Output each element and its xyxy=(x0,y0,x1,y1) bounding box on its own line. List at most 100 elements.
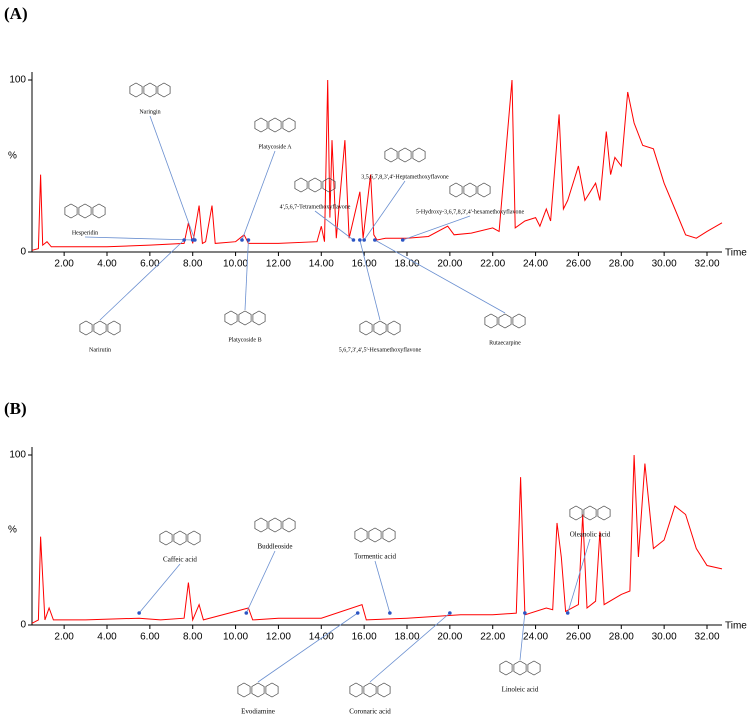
x-tick-label: 6.00 xyxy=(140,259,160,270)
structure-ring xyxy=(484,313,498,329)
structure-ring xyxy=(173,530,187,546)
x-tick-label: 18.00 xyxy=(394,259,419,270)
structure-ring xyxy=(251,682,265,698)
arrow-head xyxy=(448,611,452,615)
x-tick-label: 22.00 xyxy=(480,259,505,270)
structure-ring xyxy=(498,313,512,329)
y-axis-label: % xyxy=(8,525,17,536)
x-tick-label: 28.00 xyxy=(609,632,634,643)
x-tick-label: 16.00 xyxy=(352,632,377,643)
arrow-head xyxy=(523,611,527,615)
arrow-head xyxy=(358,238,362,242)
structure-ring xyxy=(322,177,336,193)
x-tick-label: 26.00 xyxy=(566,259,591,270)
structure-ring xyxy=(107,320,121,336)
arrow-head xyxy=(373,238,377,242)
x-tick-label: 6.00 xyxy=(140,632,160,643)
annotation-arrow xyxy=(314,210,354,241)
compound-name: Caffeic acid xyxy=(163,556,197,564)
structure-ring xyxy=(129,82,143,98)
arrow-head xyxy=(400,238,405,242)
compound-name: Narirutin xyxy=(89,347,111,353)
structure-ring xyxy=(354,527,368,543)
structure-ring xyxy=(157,82,171,98)
compound-name: 5,6,7,3',4',5'-Hexamethoxyflavone xyxy=(339,346,422,353)
structure-ring xyxy=(382,527,396,543)
y-axis-label: % xyxy=(8,151,17,162)
x-tick-label: 16.00 xyxy=(352,259,377,270)
structure-ring xyxy=(412,147,426,163)
annotation-arrow xyxy=(359,239,381,321)
y-tick-label: 0 xyxy=(20,620,26,631)
structure-ring xyxy=(159,530,173,546)
compound-name: Oleanolic acid xyxy=(570,531,611,539)
structure-ring xyxy=(477,182,491,198)
structure-ring xyxy=(359,320,373,336)
compound-name: Tormentic acid xyxy=(354,553,397,561)
structure-ring xyxy=(268,517,282,533)
compound-name: Naringin xyxy=(139,109,160,115)
arrow-head xyxy=(355,611,360,615)
x-tick-label: 22.00 xyxy=(480,632,505,643)
structure-ring xyxy=(398,147,412,163)
arrow-head xyxy=(244,611,249,615)
x-tick-label: 12.00 xyxy=(266,259,291,270)
structure-ring xyxy=(224,310,238,326)
annotation-arrow xyxy=(402,215,471,241)
compound-name: Platycoside A xyxy=(258,144,292,150)
chromatogram-trace xyxy=(31,79,723,251)
compound-name: 4',5,6,7-Tetramethoxyflavone xyxy=(280,203,351,210)
structure-ring xyxy=(597,505,611,521)
structure-ring xyxy=(282,117,296,133)
x-tick-label: 2.00 xyxy=(54,259,74,270)
annotation-arrow xyxy=(257,612,358,683)
x-tick-label: 14.00 xyxy=(309,259,334,270)
arrow-head xyxy=(388,611,392,615)
compound-name: 3,5,6,7,8,3',4'-Heptamethoxyflavone xyxy=(361,173,449,180)
x-tick-label: 32.00 xyxy=(694,632,719,643)
annotation-arrow xyxy=(244,239,249,311)
structure-ring xyxy=(463,182,477,198)
x-tick-label: 2.00 xyxy=(54,632,74,643)
annotation-arrow xyxy=(138,563,181,614)
x-tick-label: 30.00 xyxy=(652,632,677,643)
x-tick-label: 14.00 xyxy=(309,632,334,643)
structure-ring xyxy=(238,310,252,326)
compound-name: Linoleic acid xyxy=(502,686,539,694)
annotation-arrow xyxy=(245,550,276,614)
x-tick-label: 30.00 xyxy=(652,259,677,270)
annotation-arrow xyxy=(149,115,196,241)
x-tick-label: 26.00 xyxy=(566,632,591,643)
compound-name: Coronaric acid xyxy=(349,708,391,716)
structure-ring xyxy=(512,313,526,329)
structure-ring xyxy=(363,682,377,698)
annotation-arrow xyxy=(84,236,193,241)
structure-ring xyxy=(237,682,251,698)
structure-ring xyxy=(78,203,92,219)
structure-ring xyxy=(569,505,583,521)
structure-ring xyxy=(282,517,296,533)
structure-ring xyxy=(265,682,279,698)
x-tick-label: 10.00 xyxy=(223,632,248,643)
arrow-head xyxy=(182,238,186,242)
x-tick-label: 20.00 xyxy=(437,259,462,270)
compound-name: Evodiamine xyxy=(241,708,275,716)
x-axis-label: Time xyxy=(725,248,747,259)
x-tick-label: 10.00 xyxy=(223,259,248,270)
structure-ring xyxy=(79,320,93,336)
x-tick-label: 32.00 xyxy=(694,259,719,270)
y-tick-label: 100 xyxy=(9,450,26,461)
annotation-arrow xyxy=(567,538,591,614)
structure-ring xyxy=(499,660,513,676)
arrow-head xyxy=(565,611,570,615)
structure-ring xyxy=(294,177,308,193)
structure-ring xyxy=(308,177,322,193)
structure-ring xyxy=(583,505,597,521)
x-tick-label: 4.00 xyxy=(97,632,117,643)
x-tick-label: 12.00 xyxy=(266,632,291,643)
structure-ring xyxy=(254,117,268,133)
structure-ring xyxy=(368,527,382,543)
structure-ring xyxy=(387,320,401,336)
structure-ring xyxy=(93,320,107,336)
